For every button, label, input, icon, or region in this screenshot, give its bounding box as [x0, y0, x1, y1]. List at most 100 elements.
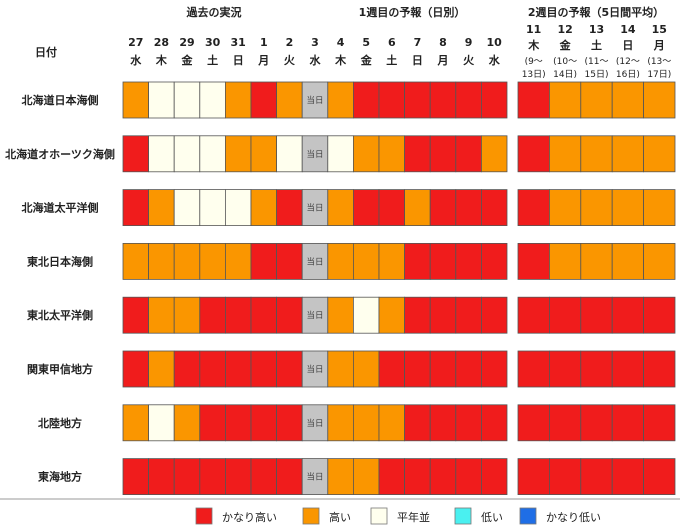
- daily-cell: [352, 404, 380, 442]
- daily-cell: [429, 81, 457, 119]
- day-number: 7: [414, 36, 422, 49]
- section-week1-label: 1週目の予報（日別）: [359, 5, 466, 19]
- daily-cell: [148, 189, 175, 227]
- day-weekday: 木: [334, 53, 347, 67]
- daily-cell: [352, 350, 380, 388]
- day-number: 8: [439, 36, 447, 49]
- legend-label: かなり高い: [222, 510, 277, 524]
- week2-range-end: 13日): [522, 69, 546, 80]
- daily-cell: [352, 242, 380, 280]
- week2-cell: [580, 296, 613, 334]
- day-weekday: 金: [360, 53, 373, 67]
- week2-range-start: (12〜: [616, 57, 640, 67]
- week2-range-end: 15日): [585, 69, 609, 80]
- week2-cell: [611, 458, 645, 496]
- daily-cell: [199, 135, 226, 173]
- daily-cell: [455, 296, 482, 334]
- day-weekday: 月: [257, 54, 269, 67]
- daily-cell: [173, 242, 201, 280]
- region-label: 北海道オホーツク海側: [5, 147, 115, 161]
- daily-cell: [224, 350, 252, 388]
- daily-cell: [250, 135, 278, 173]
- daily-cell: [404, 296, 431, 334]
- day-weekday: 月: [437, 54, 449, 67]
- today-cell: [301, 458, 329, 496]
- week2-cell: [580, 350, 613, 388]
- daily-cell: [173, 296, 201, 334]
- week2-cell: [580, 404, 613, 442]
- daily-cell: [429, 189, 457, 227]
- today-label: 当日: [306, 418, 323, 429]
- daily-cell: [429, 135, 457, 173]
- today-cell: [301, 135, 329, 173]
- region-label: 北陸地方: [38, 416, 82, 430]
- region-label: 北海道日本海側: [22, 93, 99, 107]
- daily-cell: [378, 458, 406, 496]
- week2-day-number: 13: [589, 23, 604, 36]
- daily-cell: [199, 404, 226, 442]
- daily-cell: [327, 350, 354, 388]
- region-label: 北海道太平洋側: [22, 201, 99, 215]
- daily-cell: [276, 350, 303, 388]
- daily-cell: [148, 242, 175, 280]
- daily-cell: [276, 81, 303, 119]
- day-weekday: 土: [207, 53, 218, 67]
- day-weekday: 金: [181, 53, 194, 67]
- today-cell: [301, 404, 329, 442]
- week2-cell: [549, 458, 582, 496]
- region-label: 東北太平洋側: [27, 308, 93, 322]
- week2-weekday: 金: [559, 38, 572, 52]
- daily-cell: [199, 189, 226, 227]
- daily-cell: [429, 350, 457, 388]
- week2-cell: [643, 81, 676, 119]
- daily-cell: [352, 189, 380, 227]
- week2-cell: [549, 189, 582, 227]
- week2-cell: [611, 350, 645, 388]
- week2-range-start: (11〜: [585, 57, 609, 67]
- daily-cell: [455, 458, 482, 496]
- section-week2-label: 2週目の予報（5日間平均）: [528, 5, 664, 19]
- legend-item: かなり高い: [195, 507, 277, 525]
- daily-cell: [224, 189, 252, 227]
- daily-cell: [173, 350, 201, 388]
- daily-cell: [378, 404, 406, 442]
- legend: かなり高い 高い 平年並 低い かなり低い: [195, 507, 601, 525]
- day-number: 4: [337, 36, 345, 49]
- daily-cell: [250, 350, 278, 388]
- week2-cell: [517, 189, 550, 227]
- week2-cell: [549, 350, 582, 388]
- week2-cell: [580, 242, 613, 280]
- day-weekday: 水: [489, 53, 501, 67]
- day-weekday: 土: [386, 53, 397, 67]
- daily-cell: [199, 242, 226, 280]
- daily-cell: [250, 458, 278, 496]
- daily-cell: [378, 350, 406, 388]
- day-number: 31: [231, 36, 246, 49]
- week2-day-number: 11: [526, 23, 541, 36]
- week2-cell: [643, 135, 676, 173]
- region-label: 東北日本海側: [27, 254, 93, 268]
- week2-range-end: 17日): [647, 69, 671, 80]
- daily-cell: [173, 458, 201, 496]
- daily-cell: [480, 350, 508, 388]
- daily-cell: [404, 458, 431, 496]
- legend-swatch: [370, 507, 388, 525]
- day-weekday: 木: [155, 53, 168, 67]
- daily-cell: [276, 296, 303, 334]
- daily-cell: [429, 242, 457, 280]
- daily-cell: [148, 81, 175, 119]
- today-label: 当日: [306, 364, 323, 375]
- daily-cell: [352, 458, 380, 496]
- today-label: 当日: [306, 149, 323, 160]
- legend-item: 高い: [302, 507, 351, 525]
- daily-cell: [224, 404, 252, 442]
- daily-cell: [224, 296, 252, 334]
- region-labels: 北海道日本海側北海道オホーツク海側北海道太平洋側東北日本海側東北太平洋側関東甲信…: [5, 93, 115, 484]
- week2-cell: [643, 458, 676, 496]
- week2-weekday: 土: [591, 38, 602, 52]
- week2-cell: [611, 242, 645, 280]
- week2-cell: [643, 404, 676, 442]
- daily-cell: [122, 135, 150, 173]
- legend-swatch: [519, 507, 537, 525]
- week2-cell: [643, 350, 676, 388]
